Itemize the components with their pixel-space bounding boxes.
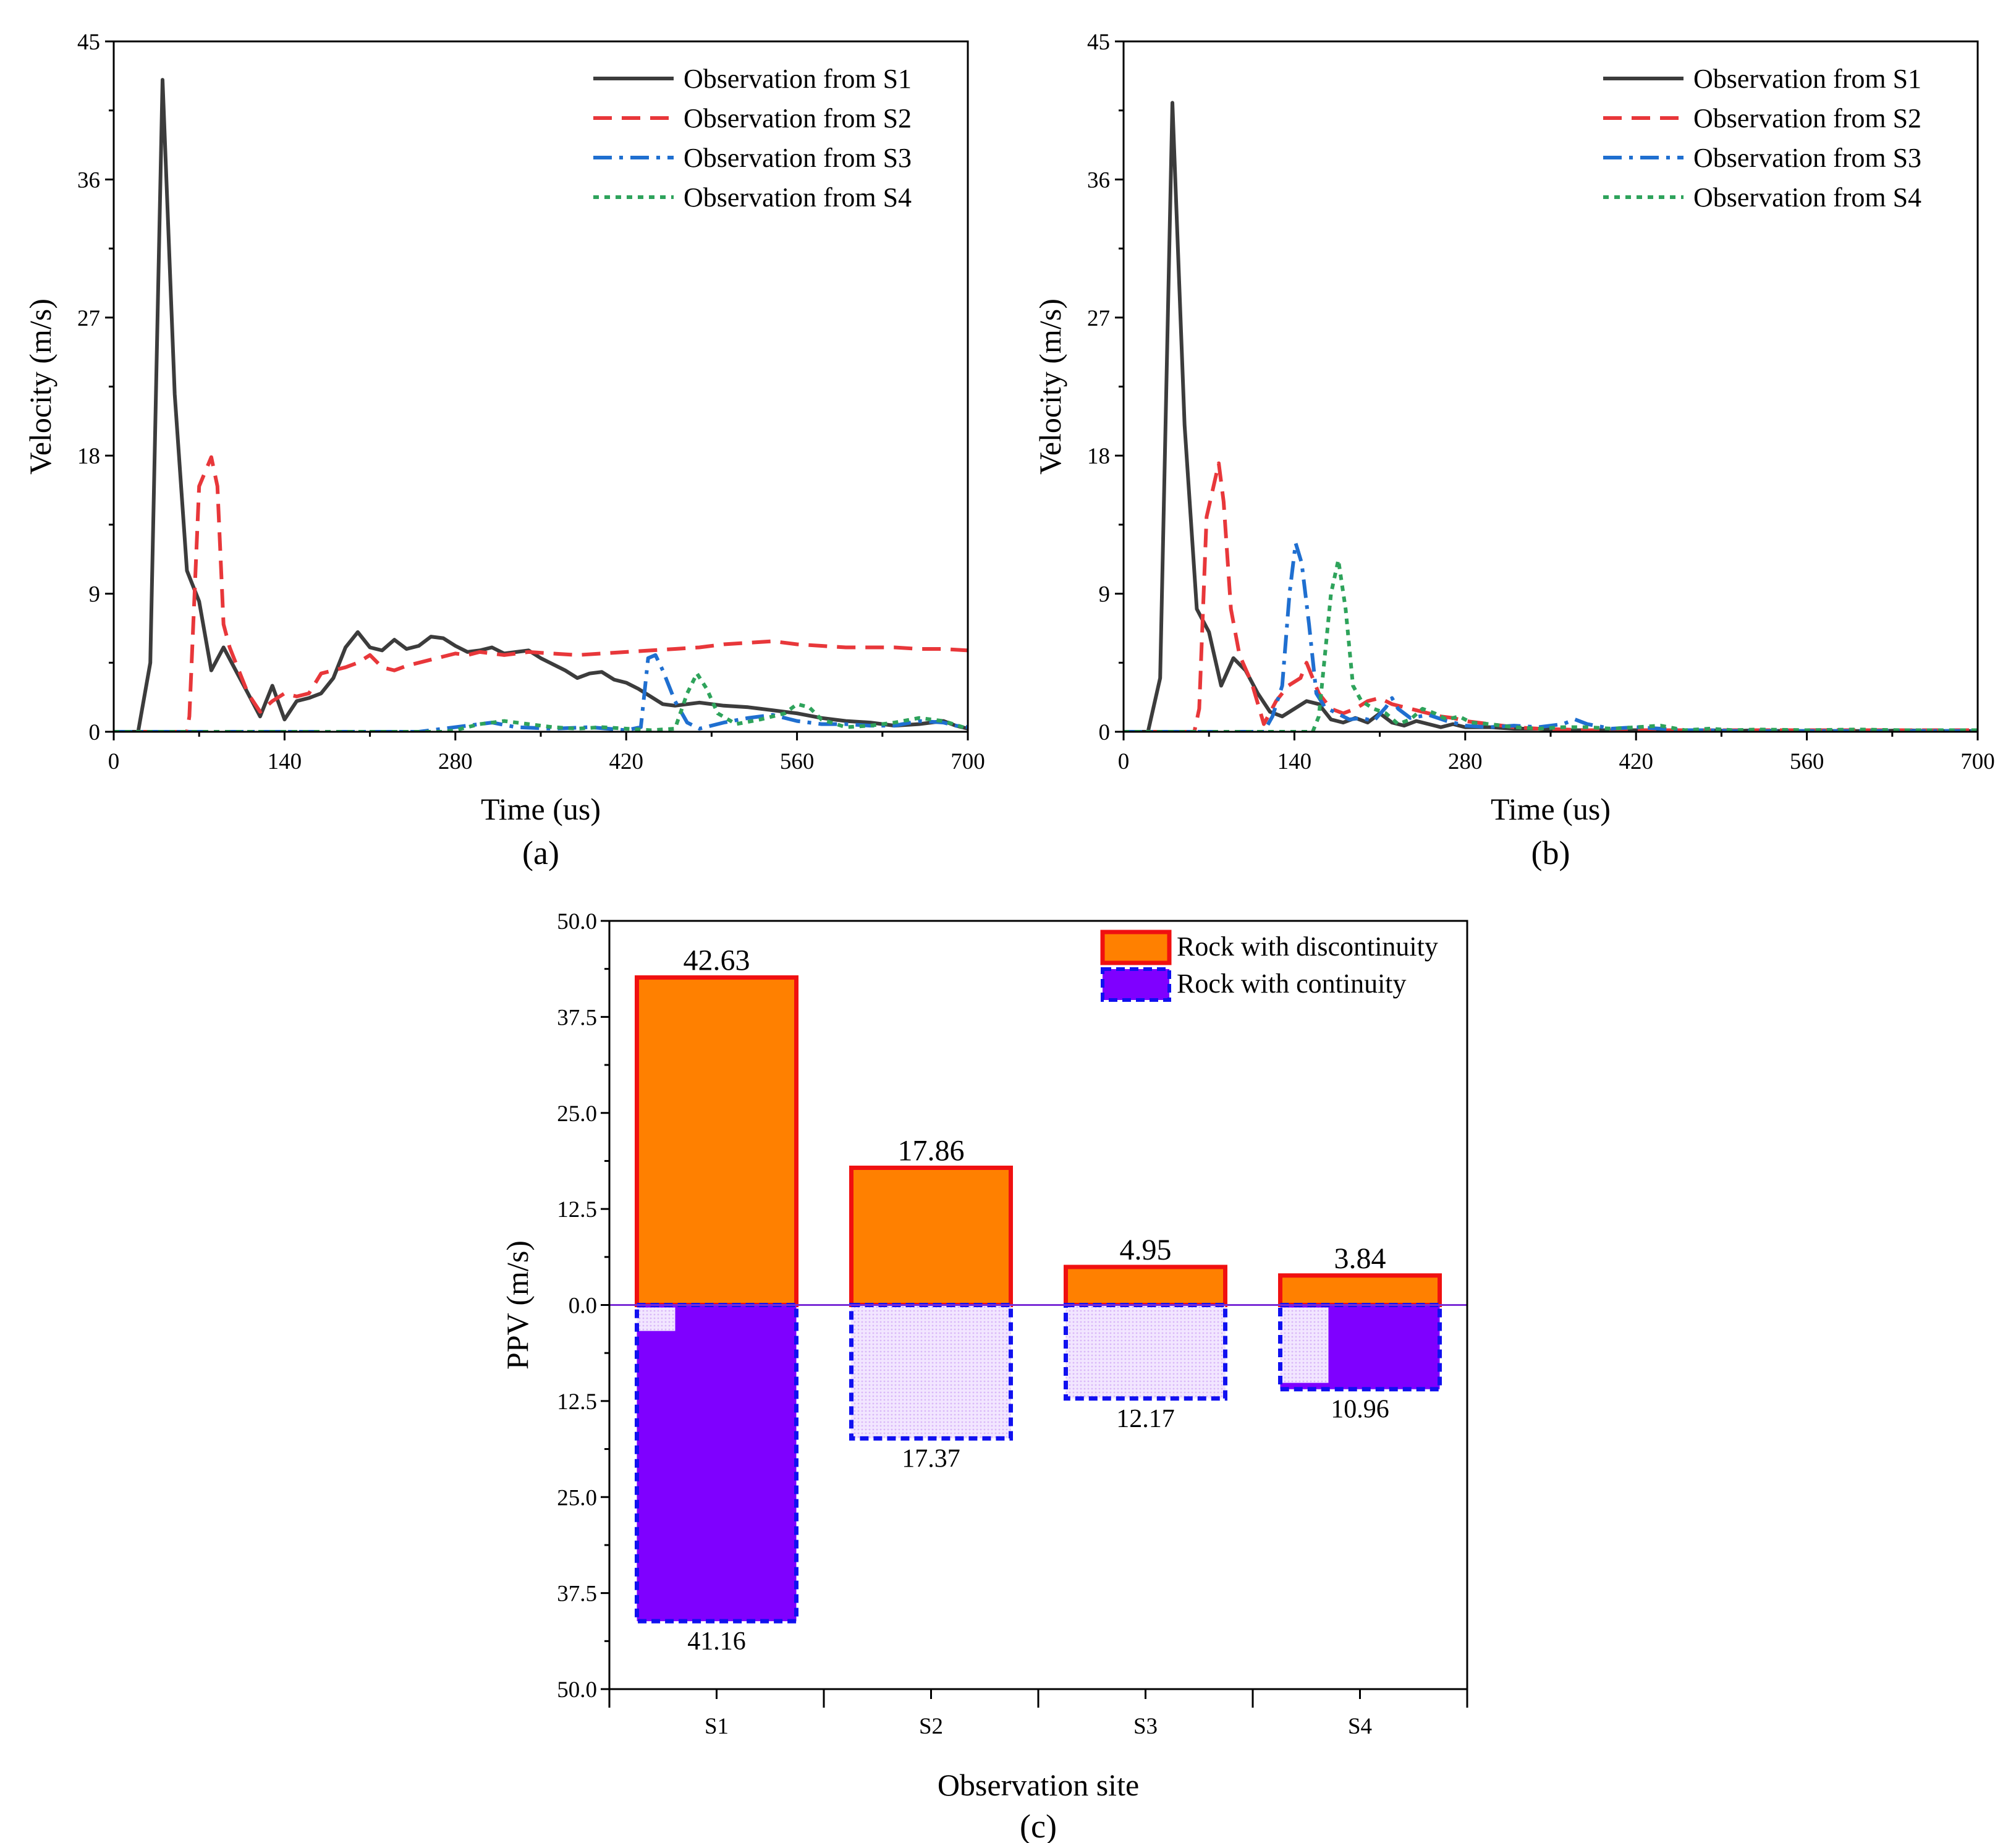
legend-swatch-1: [1100, 930, 1172, 965]
series-line-1: [114, 78, 968, 732]
panel-label: (a): [522, 834, 559, 871]
bar-discontinuity: [849, 1166, 1013, 1308]
x-tick-label: 560: [1790, 749, 1824, 774]
bar-continuity-outline: [1064, 1303, 1227, 1401]
y-tick-label: 12.5: [557, 1389, 597, 1415]
legend-swatch-2: [1101, 967, 1171, 1002]
legend-label-2: Rock with continuity: [1177, 968, 1407, 999]
y-tick-label: 0: [89, 720, 101, 745]
x-axis-title: Time (us): [1491, 792, 1611, 826]
bar-continuity-outline: [635, 1303, 798, 1624]
y-tick-label: 18: [77, 444, 100, 469]
bar-continuity: [637, 1305, 797, 1622]
bar-value-label-down: 10.96: [1331, 1396, 1389, 1424]
panel-label: (b): [1531, 834, 1570, 871]
series-group: [114, 78, 968, 732]
bar-continuity: [851, 1305, 1011, 1439]
y-axis-title: Velocity (m/s): [23, 299, 57, 475]
x-tick-label: S1: [705, 1714, 729, 1739]
bar-value-label-down: 12.17: [1116, 1405, 1175, 1433]
x-tick-label: 420: [1619, 749, 1653, 774]
bar-continuity-outline: [849, 1303, 1013, 1441]
x-tick-label: S4: [1348, 1714, 1372, 1739]
x-tick-label: 560: [780, 749, 815, 774]
bar-continuity-notch: [637, 1307, 676, 1331]
y-tick-label: 36: [77, 167, 100, 193]
legend-label-4: Observation from S4: [684, 182, 912, 213]
x-tick-label: 0: [1118, 749, 1130, 774]
x-tick-label: 420: [609, 749, 643, 774]
y-tick-label: 0.0: [569, 1294, 597, 1319]
y-axis-title: Velocity (m/s): [1033, 299, 1067, 475]
y-tick-label: 9: [89, 582, 101, 608]
bar-value-label-up: 42.63: [684, 944, 750, 977]
y-tick-label: 0: [1099, 720, 1111, 745]
panel-b-line-chart: 0 140 280 420 560 700 0 9 18 27 36 45 Time (us) Veloc…: [1033, 30, 1995, 871]
bar-value-label-down: 41.16: [687, 1627, 746, 1656]
y-tick-label: 50.0: [557, 1677, 597, 1703]
series-line-4: [114, 671, 968, 732]
y-axis-title: PPV (m/s): [500, 1240, 535, 1370]
y-tick-label: 45: [1087, 30, 1110, 55]
panel-a-line-chart: 0 140 280 420 560 700 0 9 18 27 36 45 Time (us) Veloc…: [23, 30, 985, 871]
y-tick-label: 37.5: [557, 1005, 597, 1030]
y-tick-label: 18: [1087, 444, 1110, 469]
x-tick-label: 140: [1277, 749, 1312, 774]
x-tick-label: 280: [1448, 749, 1483, 774]
y-tick-label: 36: [1087, 167, 1110, 193]
x-tick-label: 0: [108, 749, 120, 774]
x-tick-label: 700: [951, 749, 985, 774]
legend-label-1: Observation from S1: [1693, 64, 1921, 94]
bar-discontinuity: [635, 975, 798, 1308]
series-line-4: [1124, 558, 1978, 732]
panel-label: (c): [1020, 1808, 1057, 1843]
y-tick-label: 27: [1087, 306, 1110, 331]
y-tick-label: 12.5: [557, 1197, 597, 1222]
legend-label-2: Observation from S2: [1693, 103, 1921, 133]
y-tick-label: 45: [77, 30, 100, 55]
y-tick-label: 27: [77, 306, 100, 331]
bar-value-label-up: 17.86: [898, 1135, 965, 1167]
y-tick-label: 9: [1099, 582, 1111, 608]
bar-continuity: [1065, 1305, 1226, 1399]
bar-discontinuity: [1064, 1265, 1227, 1307]
x-tick-label: S3: [1133, 1714, 1158, 1739]
y-tick-label: 25.0: [557, 1485, 597, 1510]
legend-label-2: Observation from S2: [684, 103, 912, 133]
y-tick-label: 50.0: [557, 909, 597, 934]
legend-label-3: Observation from S3: [1693, 143, 1921, 173]
x-axis-title: Observation site: [938, 1768, 1139, 1802]
bar-value-label-down: 17.37: [902, 1444, 960, 1473]
y-tick-label: 37.5: [557, 1582, 597, 1607]
legend-label-3: Observation from S3: [684, 143, 912, 173]
bar-value-label-up: 3.84: [1334, 1242, 1386, 1275]
bar-continuity-notch: [1280, 1307, 1329, 1383]
series-line-3: [1124, 541, 1978, 732]
bar-value-label-up: 4.95: [1120, 1234, 1172, 1266]
x-tick-label: 140: [268, 749, 302, 774]
x-tick-label: 280: [438, 749, 473, 774]
bar-discontinuity: [1278, 1273, 1442, 1307]
series-line-2: [114, 455, 968, 732]
x-tick-label: S2: [919, 1714, 943, 1739]
y-tick-label: 25.0: [557, 1101, 597, 1127]
panel-c-bar-chart: 42.63 41.16 S1 17.86 17.37 S2 4.95 12.17 S3 3.84 1…: [500, 909, 1468, 1843]
x-axis-title: Time (us): [481, 792, 601, 826]
legend-label-1: Rock with discontinuity: [1177, 931, 1438, 962]
x-tick-label: 700: [1960, 749, 1995, 774]
legend-label-1: Observation from S1: [684, 64, 912, 94]
legend: Rock with discontinuity Rock with continu…: [1100, 930, 1438, 1002]
legend: Observation from S1 Observation from S2 Ob…: [1603, 64, 1921, 213]
legend-label-4: Observation from S4: [1693, 182, 1921, 213]
legend: Observation from S1 Observation from S2 Ob…: [593, 64, 912, 213]
